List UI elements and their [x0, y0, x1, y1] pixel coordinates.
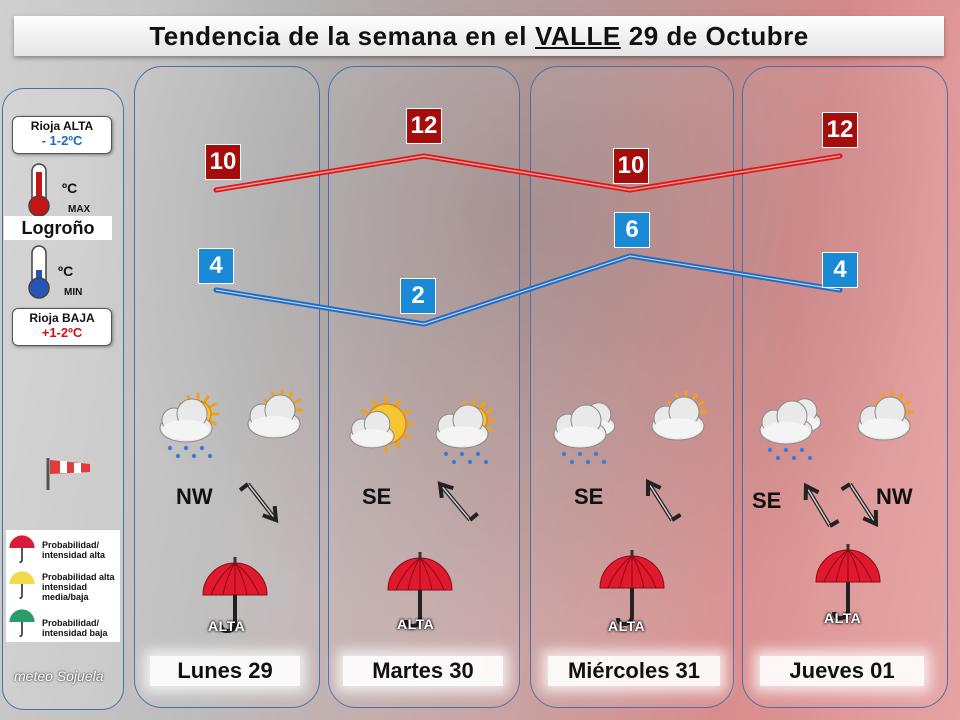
title-suffix: 29 de Octubre: [628, 20, 809, 51]
legend-medium: Probabilidad alta intensidad media/baja: [42, 572, 115, 602]
umbrella-icon-lunes: [202, 557, 268, 634]
day-label-lunes: Lunes 29: [150, 656, 300, 686]
sun-cloud-rain-icon-lunes-1: [159, 392, 220, 459]
max-value-martes: 12: [406, 108, 442, 144]
umbrella-icon-martes: [387, 552, 453, 629]
umbrella-icon-jueves: [815, 544, 881, 621]
rioja-alta-label: Rioja ALTA: [30, 119, 94, 133]
city-name: Logroño: [4, 216, 112, 240]
wind-arrow-icon-lunes: [238, 482, 279, 523]
min-value-lunes: 4: [198, 248, 234, 284]
min-value-martes: 2: [400, 278, 436, 314]
rain-probability-martes: ALTA: [397, 616, 435, 632]
sun-cloud-icon-lunes-2: [247, 388, 304, 439]
wind-arrow-icon-martes: [437, 481, 479, 522]
sun-cloud-icon-miercoles-2: [651, 390, 708, 441]
day-column-jueves: [742, 66, 948, 708]
wind-arrow-icon-miercoles: [645, 478, 682, 522]
wind-direction-lunes: NW: [176, 484, 213, 509]
title-prefix: Tendencia de la semana en el: [149, 20, 527, 51]
rain-probability-lunes: ALTA: [208, 618, 246, 634]
min-value-miercoles: 6: [614, 212, 650, 248]
wind-direction-miercoles: SE: [574, 484, 604, 509]
legend-umbrella-medium-icon: [9, 571, 35, 600]
rioja-baja-label: Rioja BAJA: [29, 311, 95, 325]
cloud-rain-icon-miercoles-1: [553, 402, 616, 465]
max-label: MAX: [68, 204, 91, 215]
legend-umbrella-low-icon: [9, 609, 35, 638]
day-column-martes: [328, 66, 520, 708]
day-label-jueves: Jueves 01: [760, 656, 924, 686]
wind-direction-jueves-1: SE: [752, 488, 782, 513]
cloud-rain-icon-jueves-1: [759, 398, 822, 461]
max-value-lunes: 10: [205, 144, 241, 180]
max-unit: ºC: [62, 180, 78, 196]
rain-probability-miercoles: ALTA: [608, 618, 646, 634]
day-label-martes: Martes 30: [343, 656, 503, 686]
min-temperature-line-highlight: [215, 255, 841, 325]
page-title: Tendencia de la semana en el VALLE 29 de…: [14, 16, 944, 56]
rain-probability-jueves: ALTA: [824, 610, 862, 626]
legend-low: Probabilidad/ intensidad baja: [42, 618, 108, 638]
sun-cloud-rain-icon-martes-2: [435, 398, 496, 465]
wind-arrow-icon-jueves-1: [803, 482, 840, 528]
rioja-baja-value: +1-2ºC: [41, 325, 83, 340]
meteo-sojuela-logo: meteo Sojuela: [14, 668, 104, 684]
min-value-jueves: 4: [822, 252, 858, 288]
day-label-miercoles: Miércoles 31: [548, 656, 720, 686]
min-label: MIN: [64, 287, 83, 298]
max-temperature-line-highlight: [215, 155, 841, 191]
wind-direction-martes: SE: [362, 484, 392, 509]
legend-umbrella-high-icon: [9, 535, 35, 564]
sun-cloud-icon-jueves-2: [857, 390, 914, 441]
max-value-miercoles: 10: [613, 148, 649, 184]
fog-sun-icon-martes-1: [349, 395, 415, 453]
umbrella-icon-miercoles: [599, 550, 665, 627]
rioja-alta-value: - 1-2ºC: [41, 133, 83, 148]
wind-direction-jueves-2: NW: [876, 484, 913, 509]
min-unit: ºC: [58, 263, 74, 279]
title-highlight: VALLE: [534, 20, 621, 51]
rain-legend: Probabilidad/ intensidad alta Probabilid…: [6, 530, 120, 642]
max-value-jueves: 12: [822, 112, 858, 148]
rioja-baja-box: Rioja BAJA +1-2ºC: [12, 308, 112, 346]
wind-arrow-icon-jueves-2: [840, 482, 879, 528]
rioja-alta-box: Rioja ALTA - 1-2ºC: [12, 116, 112, 154]
legend-high: Probabilidad/ intensidad alta: [42, 540, 106, 560]
